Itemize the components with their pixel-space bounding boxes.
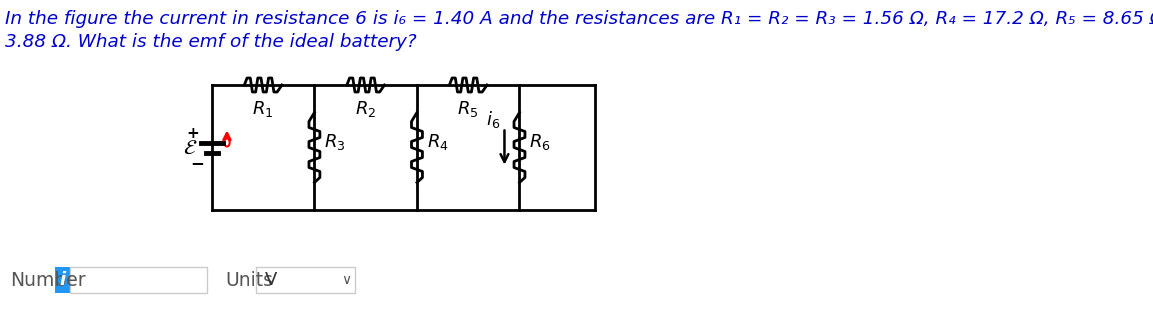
Text: ∨: ∨ (341, 273, 351, 287)
Text: −: − (190, 154, 204, 172)
Text: $R_1$: $R_1$ (253, 99, 274, 119)
Text: V: V (264, 271, 277, 289)
Text: $\mathcal{E}$: $\mathcal{E}$ (183, 138, 197, 157)
Text: Number: Number (10, 271, 85, 290)
Text: $R_2$: $R_2$ (355, 99, 376, 119)
Text: In the figure the current in resistance 6 is i₆ = 1.40 A and the resistances are: In the figure the current in resistance … (6, 10, 1153, 28)
FancyBboxPatch shape (55, 267, 70, 293)
Text: i: i (60, 271, 66, 289)
Text: +: + (186, 126, 199, 140)
Text: $R_6$: $R_6$ (529, 132, 551, 153)
Text: $i_6$: $i_6$ (487, 109, 500, 130)
Text: 3.88 Ω. What is the emf of the ideal battery?: 3.88 Ω. What is the emf of the ideal bat… (6, 33, 417, 51)
Text: $R_3$: $R_3$ (324, 132, 346, 153)
Text: $R_5$: $R_5$ (458, 99, 478, 119)
FancyBboxPatch shape (256, 267, 355, 293)
FancyBboxPatch shape (70, 267, 208, 293)
Text: $R_4$: $R_4$ (427, 132, 449, 153)
Text: Units: Units (226, 271, 273, 290)
